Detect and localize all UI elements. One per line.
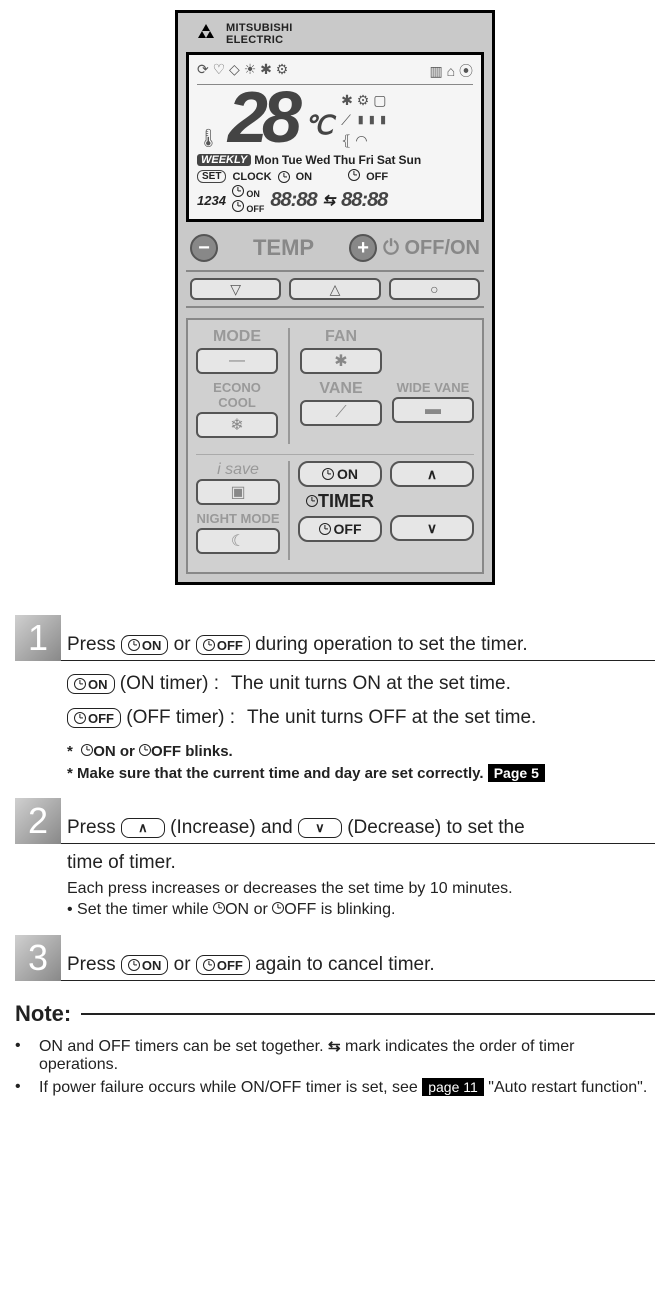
decrease-pill-icon: ∨	[298, 818, 342, 838]
temp-controls: − TEMP + ⏻ OFF/ON	[186, 230, 484, 270]
temp-plus-button[interactable]: +	[349, 234, 377, 262]
off-pill-icon: OFF	[196, 955, 250, 975]
increase-pill-icon: ∧	[121, 818, 165, 838]
step-2: 2 Press ∧ (Increase) and ∨ (Decrease) to…	[15, 798, 655, 919]
page-ref-badge: page 11	[422, 1078, 484, 1096]
vane-button[interactable]: ⟋	[300, 400, 382, 426]
power-label[interactable]: ⏻ OFF/ON	[383, 237, 480, 260]
timer-down-button[interactable]: ∨	[390, 515, 474, 541]
timer-off-button[interactable]: OFF	[298, 516, 382, 542]
step2-sub: Each press increases or decreases the se…	[15, 880, 655, 919]
isave-label: i save	[196, 461, 280, 479]
night-button[interactable]: ☾	[196, 528, 280, 554]
mode-label: MODE	[196, 328, 278, 346]
on-pill-icon: ON	[121, 955, 169, 975]
brand-row: MITSUBISHI ELECTRIC	[186, 21, 484, 52]
temp-unit: ℃	[304, 110, 333, 141]
lcd-side-icons: ✱ ⚙ ▢ ⟋ ▮▮▮ ⦃ ◠	[341, 92, 388, 149]
econo-label: ECONO COOL	[196, 380, 278, 410]
step-number: 2	[15, 798, 61, 844]
lcd-bottom-row: 1234 ON OFF 88:88 ⇆ 88:88	[197, 185, 473, 215]
timer-up-button[interactable]: ∧	[390, 461, 474, 487]
wide-vane-label: WIDE VANE	[392, 380, 474, 395]
step-number: 3	[15, 935, 61, 981]
isave-button[interactable]: ▣	[196, 479, 280, 505]
econo-button[interactable]: ❄	[196, 412, 278, 438]
down-button[interactable]: ▽	[190, 278, 281, 300]
temp-minus-button[interactable]: −	[190, 234, 218, 262]
on-pill-icon: ON	[121, 635, 169, 655]
fan-label: FAN	[300, 328, 382, 346]
temperature-display: 28	[228, 88, 296, 149]
wide-vane-button[interactable]: ▬	[392, 397, 474, 423]
step-1: 1 Press ON or OFF during operation to se…	[15, 615, 655, 782]
step1-notes: * ON or OFF blinks. * Make sure that the…	[15, 743, 655, 782]
timer-on-button[interactable]: ON	[298, 461, 382, 487]
controls-panel: MODE — ECONO COOL ❄ FAN ✱ VANE ⟋ . WIDE …	[186, 318, 484, 574]
night-label: NIGHT MODE	[196, 511, 280, 526]
remote-controller: MITSUBISHI ELECTRIC ⟳ ♡ ◇ ☀ ✱ ⚙ ▥ ⌂ ⦿ 🌡 …	[175, 10, 495, 585]
lcd-set-row: SET CLOCK ON OFF	[197, 169, 473, 184]
vane-label: VANE	[300, 380, 382, 398]
mode-button[interactable]: —	[196, 348, 278, 374]
up-button[interactable]: △	[289, 278, 380, 300]
note-list: • ON and OFF timers can be set together.…	[15, 1037, 655, 1097]
timer-label: TIMER	[298, 491, 382, 512]
circle-button[interactable]: ○	[389, 278, 480, 300]
page-ref-badge: Page 5	[488, 764, 545, 782]
step-3: 3 Press ON or OFF again to cancel timer.	[15, 935, 655, 981]
off-pill-icon: OFF	[196, 635, 250, 655]
lcd-screen: ⟳ ♡ ◇ ☀ ✱ ⚙ ▥ ⌂ ⦿ 🌡 28 ℃ ✱ ⚙ ▢ ⟋ ▮▮▮ ⦃ ◠…	[186, 52, 484, 222]
mitsubishi-logo-icon	[192, 24, 220, 46]
nav-row: ▽ △ ○	[186, 270, 484, 308]
fan-button[interactable]: ✱	[300, 348, 382, 374]
temp-label: TEMP	[224, 235, 343, 261]
note-heading: Note:	[15, 1001, 655, 1027]
brand-text: MITSUBISHI ELECTRIC	[226, 23, 293, 46]
step-number: 1	[15, 615, 61, 661]
